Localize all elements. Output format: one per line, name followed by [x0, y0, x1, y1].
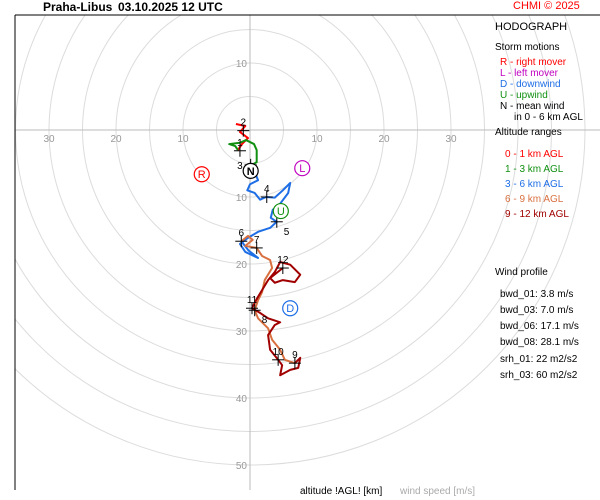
storm-motion-marker — [272, 202, 289, 220]
datetime: 03.10.2025 12 UTC — [118, 0, 223, 14]
height-marker-label: 7 — [254, 235, 260, 246]
storm-motion-label: R — [198, 169, 206, 181]
height-marker-label: 11 — [247, 295, 258, 306]
altitude-range-legend-item: 1 - 3 km AGL — [505, 164, 564, 175]
x-tick-label: 30 — [43, 134, 55, 145]
height-marker-label: 2 — [241, 118, 247, 129]
station-name: Praha-Libus — [43, 0, 113, 14]
height-marker-label: 9 — [292, 350, 298, 361]
x-tick-label: 20 — [378, 134, 390, 145]
storm-motion-marker — [193, 166, 210, 183]
altitude-ranges-title: Altitude ranges — [495, 127, 562, 138]
x-tick-label: 20 — [110, 134, 122, 145]
height-marker-label: 3 — [237, 161, 243, 172]
wind-profile-item: bwd_08: 28.1 m/s — [500, 337, 579, 348]
y-tick-label: 40 — [236, 394, 248, 405]
altitude-range-legend-item: 3 - 6 km AGL — [505, 179, 564, 190]
y-tick-label: 20 — [236, 260, 248, 271]
storm-motion-legend-item: R - right mover — [500, 57, 567, 68]
x-tick-label: 10 — [311, 134, 323, 145]
height-marker-label: 10 — [273, 347, 285, 358]
storm-motion-label: N — [247, 166, 255, 178]
storm-motion-legend-item: L - left mover — [500, 68, 558, 79]
storm-motion-marker — [242, 162, 259, 179]
storm-motion-legend-item: in 0 - 6 km AGL — [514, 112, 583, 123]
storm-motion-label: U — [277, 206, 285, 218]
helicity-item: srh_01: 22 m2/s2 — [500, 354, 578, 365]
height-marker-label: 6 — [239, 228, 245, 239]
y-tick-label: 30 — [236, 327, 248, 338]
height-marker-label: 12 — [277, 255, 289, 266]
wind-profile-list: bwd_01: 3.8 m/s bwd_03: 7.0 m/s bwd_06: 17… — [500, 287, 579, 351]
altitude-axis-label: altitude !AGL! [km] — [300, 486, 383, 497]
wind-profile-title: Wind profile — [495, 267, 548, 278]
legend-title: HODOGRAPH — [495, 21, 568, 33]
y-tick-label: 50 — [236, 461, 248, 472]
storm-motion-legend-item: U - upwind — [500, 90, 548, 101]
wind-profile-item: bwd_01: 3.8 m/s — [500, 289, 574, 300]
y-tick-label: 10 — [236, 193, 248, 204]
storm-motion-marker — [294, 160, 311, 177]
x-tick-label: 10 — [177, 134, 189, 145]
wind-profile-item: bwd_06: 17.1 m/s — [500, 321, 579, 332]
storm-motions-legend: R - right mover L - left mover D - downwin… — [500, 57, 583, 123]
hodograph-segment — [228, 139, 258, 166]
wind-profile-item: bwd_03: 7.0 m/s — [500, 305, 574, 316]
storm-motion-legend-item: N - mean wind — [500, 101, 565, 112]
speed-axis-label: wind speed [m/s] — [400, 486, 476, 497]
copyright: CHMI © 2025 — [513, 0, 580, 12]
height-marker-label: 4 — [264, 184, 270, 195]
storm-motion-marker — [282, 300, 299, 317]
altitude-range-legend-item: 9 - 12 km AGL — [505, 209, 569, 220]
helicity-item: srh_03: 60 m2/s2 — [500, 370, 578, 381]
x-tick-label: 30 — [445, 134, 457, 145]
height-marker-label: 8 — [262, 315, 268, 326]
storm-motions-title: Storm motions — [495, 42, 560, 53]
helicity-list: srh_01: 22 m2/s2 srh_03: 60 m2/s2 — [500, 352, 577, 384]
storm-motion-label: D — [286, 303, 294, 315]
altitude-range-legend-item: 6 - 9 km AGL — [505, 194, 564, 205]
height-marker-label: 1 — [237, 138, 243, 149]
storm-motion-legend-item: D - downwind — [500, 79, 561, 90]
altitude-ranges-legend: 0 - 1 km AGL 1 - 3 km AGL 3 - 6 km AGL 6 - … — [505, 147, 569, 222]
y-tick-label: 10 — [236, 59, 248, 70]
storm-motion-label: L — [299, 163, 305, 175]
height-marker-label: 5 — [284, 227, 290, 238]
altitude-range-legend-item: 0 - 1 km AGL — [505, 149, 564, 160]
